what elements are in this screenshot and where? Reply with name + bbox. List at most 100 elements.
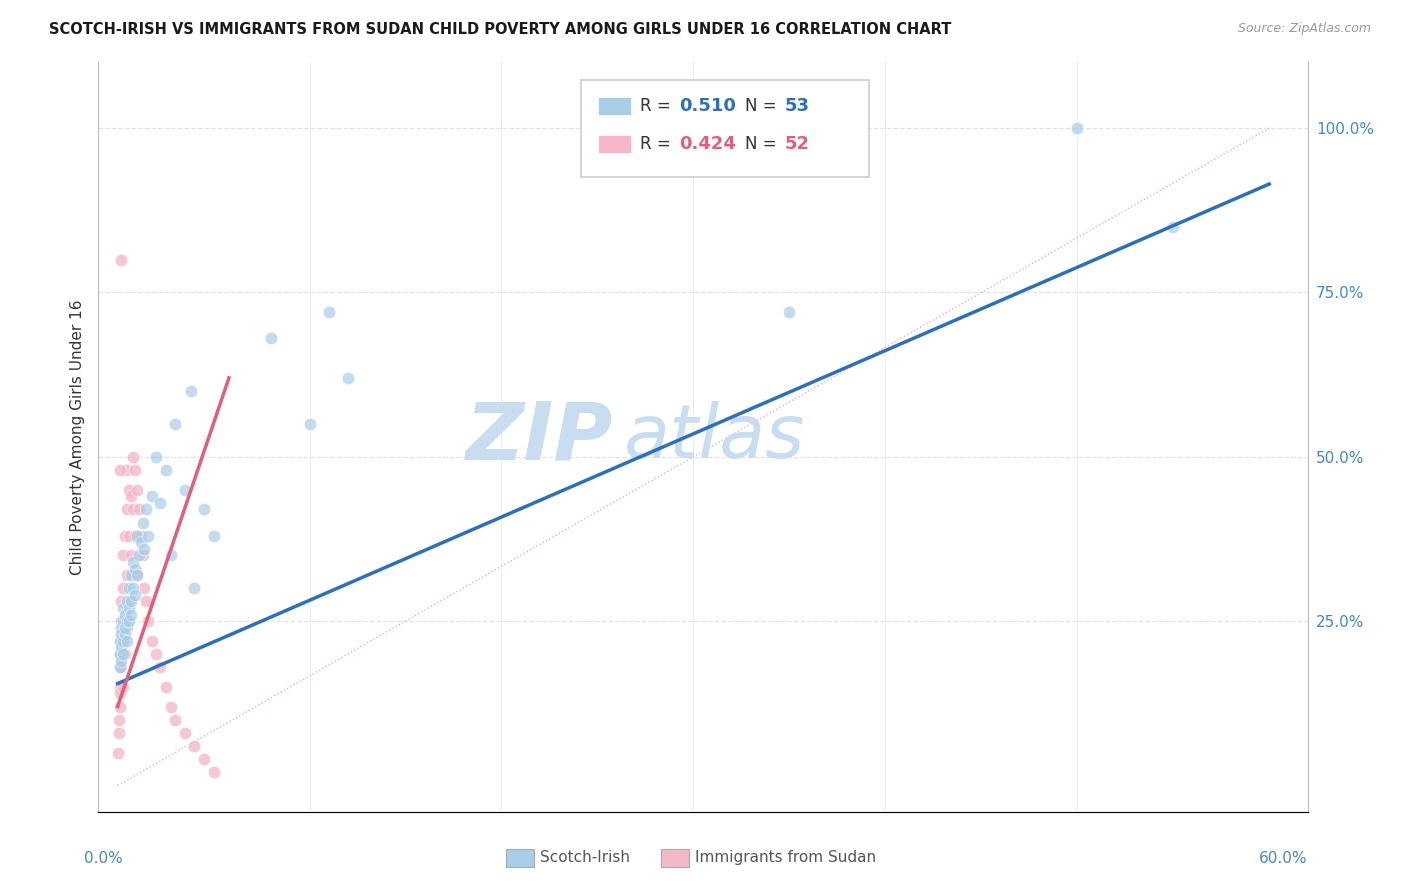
Point: [108, 647, 131, 661]
Point: [110, 654, 132, 668]
Point: [108, 699, 131, 714]
Point: [131, 549, 153, 563]
Point: [112, 549, 135, 563]
Point: [141, 489, 163, 503]
Point: [107, 726, 129, 740]
Point: [107, 713, 129, 727]
Point: [112, 680, 135, 694]
Point: [118, 581, 141, 595]
Point: [125, 483, 148, 497]
Text: atlas: atlas: [624, 401, 806, 473]
Point: [160, 549, 183, 563]
Text: 0.510: 0.510: [679, 97, 735, 115]
Point: [115, 463, 138, 477]
Point: [115, 614, 138, 628]
Point: [778, 305, 800, 319]
Point: [165, 713, 187, 727]
Text: R =: R =: [640, 97, 676, 115]
Point: [110, 660, 132, 674]
Point: [136, 529, 159, 543]
Point: [118, 614, 141, 628]
Text: N =: N =: [745, 97, 782, 115]
Point: [160, 699, 183, 714]
Point: [122, 450, 145, 464]
Point: [120, 607, 142, 622]
Text: SCOTCH-IRISH VS IMMIGRANTS FROM SUDAN CHILD POVERTY AMONG GIRLS UNDER 16 CORRELA: SCOTCH-IRISH VS IMMIGRANTS FROM SUDAN CH…: [49, 22, 952, 37]
Point: [155, 680, 177, 694]
Point: [149, 496, 172, 510]
Text: 53: 53: [785, 97, 810, 115]
Point: [124, 463, 146, 477]
Point: [155, 463, 177, 477]
Point: [134, 541, 156, 556]
Point: [115, 621, 138, 635]
Point: [108, 660, 131, 674]
Point: [134, 581, 156, 595]
Point: [129, 535, 152, 549]
Point: [193, 752, 215, 766]
Point: [108, 680, 131, 694]
Point: [193, 502, 215, 516]
Point: [122, 502, 145, 516]
Point: [129, 529, 152, 543]
Point: [115, 568, 138, 582]
Point: [202, 529, 225, 543]
Point: [118, 529, 141, 543]
Text: 52: 52: [785, 135, 810, 153]
Point: [112, 647, 135, 661]
Point: [110, 627, 132, 641]
Point: [114, 647, 136, 661]
Point: [124, 561, 146, 575]
Text: 0.424: 0.424: [679, 135, 735, 153]
Point: [120, 568, 142, 582]
Y-axis label: Child Poverty Among Girls Under 16: Child Poverty Among Girls Under 16: [69, 300, 84, 574]
Text: R =: R =: [640, 135, 676, 153]
Point: [298, 417, 321, 431]
Point: [124, 529, 146, 543]
Point: [145, 450, 167, 464]
Point: [110, 621, 132, 635]
Point: [149, 660, 172, 674]
Point: [110, 252, 132, 267]
Point: [107, 746, 129, 760]
Point: [125, 568, 148, 582]
Point: [202, 765, 225, 780]
Point: [136, 614, 159, 628]
Point: [124, 588, 146, 602]
Text: 0.0%: 0.0%: [84, 851, 122, 865]
Point: [108, 660, 131, 674]
Point: [110, 594, 132, 608]
Point: [260, 331, 283, 345]
Point: [180, 384, 202, 398]
Point: [112, 601, 135, 615]
Point: [110, 640, 132, 655]
Point: [112, 647, 135, 661]
Point: [114, 607, 136, 622]
Point: [122, 555, 145, 569]
Point: [115, 633, 138, 648]
Point: [120, 489, 142, 503]
Point: [108, 647, 131, 661]
Point: [183, 739, 205, 753]
Point: [108, 463, 131, 477]
Point: [173, 726, 195, 740]
Point: [110, 633, 132, 648]
Text: N =: N =: [745, 135, 782, 153]
Text: Immigrants from Sudan: Immigrants from Sudan: [695, 850, 876, 864]
Point: [128, 502, 150, 516]
Point: [114, 621, 136, 635]
Point: [118, 594, 141, 608]
Point: [114, 627, 136, 641]
Point: [115, 502, 138, 516]
Point: [118, 601, 141, 615]
Point: [108, 633, 131, 648]
Point: [145, 647, 167, 661]
Point: [112, 614, 135, 628]
Point: [122, 581, 145, 595]
Point: [183, 581, 205, 595]
Text: ZIP: ZIP: [465, 398, 613, 476]
Point: [120, 549, 142, 563]
Point: [114, 614, 136, 628]
Point: [141, 633, 163, 648]
Point: [318, 305, 340, 319]
